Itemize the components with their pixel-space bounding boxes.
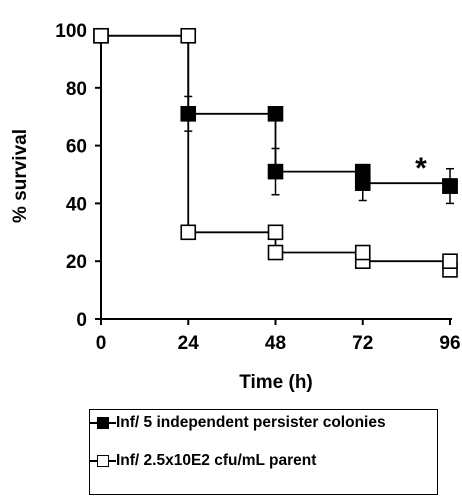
y-tick-label: 40 — [66, 194, 87, 215]
series-layer — [93, 27, 458, 278]
data-point-open — [180, 27, 197, 44]
legend-label-persister: Inf/ 5 independent persister colonies — [116, 414, 386, 431]
x-tick-label: 48 — [265, 333, 286, 354]
legend-item-parent: Inf/ 2.5x10E2 cfu/mL parent — [90, 452, 416, 470]
data-point-open — [93, 27, 109, 44]
data-point-open — [267, 224, 284, 241]
data-point-filled — [354, 163, 371, 180]
y-axis-label: % survival — [10, 129, 31, 223]
legend-label-parent: Inf/ 2.5x10E2 cfu/mL parent — [116, 452, 317, 469]
y-tick-label: 100 — [55, 21, 87, 42]
y-tick-label: 20 — [66, 252, 87, 273]
data-point-filled — [442, 178, 458, 194]
survival-chart: 0 20 40 60 80 100 0 24 48 72 96 Time (h) % surviva… — [10, 21, 461, 393]
ticks: 0 20 40 60 80 100 0 24 48 72 96 — [55, 21, 460, 354]
open-square-marker-icon — [90, 452, 116, 470]
series-1 — [93, 27, 458, 205]
x-tick-label: 24 — [178, 333, 200, 354]
legend: Inf/ 5 independent persister colonies In… — [89, 409, 438, 495]
significance-asterisk: * — [415, 152, 427, 185]
data-point-open — [267, 244, 284, 261]
filled-square-marker-icon — [90, 414, 116, 432]
x-tick-label: 72 — [352, 333, 373, 354]
data-point-open — [354, 244, 371, 261]
series-2 — [93, 27, 458, 278]
y-tick-label: 80 — [66, 79, 87, 100]
legend-item-persister: Inf/ 5 independent persister colonies — [90, 414, 416, 432]
x-axis-label: Time (h) — [239, 372, 313, 393]
data-point-open — [180, 224, 197, 241]
y-tick-label: 0 — [76, 310, 87, 331]
x-tick-label: 96 — [439, 333, 460, 354]
x-tick-label: 0 — [96, 333, 107, 354]
data-point-open — [442, 253, 458, 269]
data-point-filled — [267, 106, 284, 122]
data-point-filled — [267, 163, 284, 180]
y-tick-label: 60 — [66, 137, 87, 158]
